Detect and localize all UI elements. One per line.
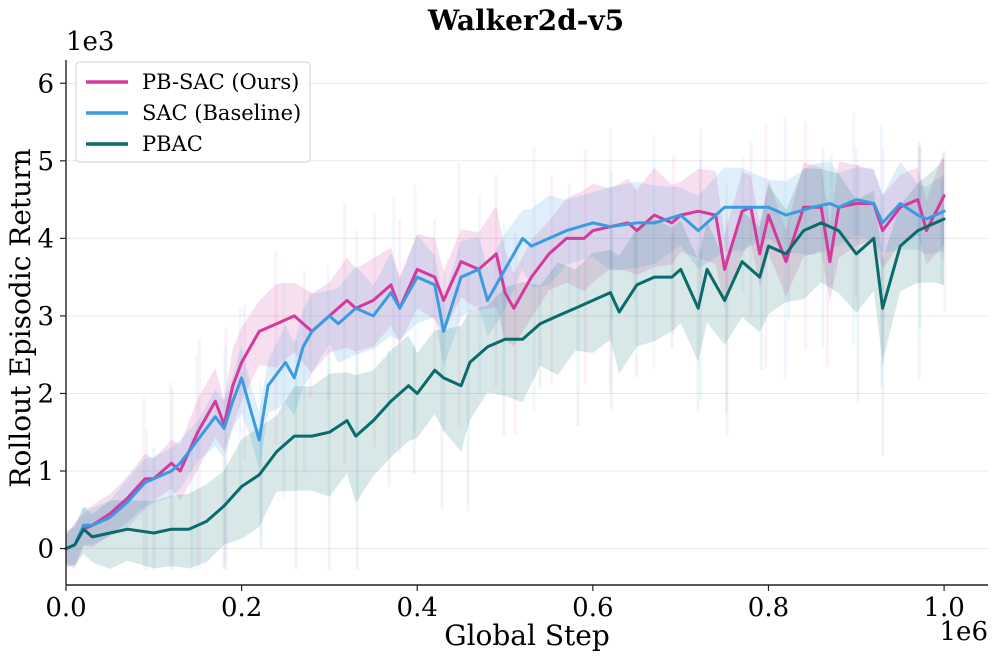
legend: PB-SAC (Ours) SAC (Baseline) PBAC: [75, 61, 311, 163]
legend-box: [75, 61, 311, 163]
y-tick-label-1: 1: [37, 457, 54, 487]
x-tick-label-0: 0.0: [45, 593, 86, 623]
legend-label-2: PBAC: [142, 132, 203, 156]
x-tick-label-2: 0.4: [397, 593, 438, 623]
y-axis-label: Rollout Episodic Return: [4, 148, 37, 487]
x-tick-label-4: 0.8: [748, 593, 789, 623]
confidence-bands: [66, 112, 947, 570]
y-tick-label-4: 4: [37, 224, 54, 254]
series-line-0: [64, 194, 946, 551]
series-lines: [64, 194, 946, 551]
x-axis-label: Global Step: [444, 619, 610, 652]
x-tick-label-3: 0.6: [572, 593, 613, 623]
x-tick-label-1: 0.2: [221, 593, 262, 623]
axes: [65, 60, 988, 586]
y-tick-label-0: 0: [37, 535, 54, 565]
y-tick-label-3: 3: [37, 302, 54, 332]
y-tick-label-2: 2: [37, 379, 54, 409]
ticks: 0.0 0.2 0.4 0.6 0.8 1.0 0 1 2 3 4 5 6: [37, 69, 964, 623]
series-line-2: [64, 217, 946, 551]
legend-label-1: SAC (Baseline): [142, 101, 301, 125]
series-line-1: [64, 198, 946, 551]
y-multiplier-label: 1e3: [66, 27, 114, 57]
band-series-0: [66, 150, 945, 570]
x-tick-label-5: 1.0: [923, 593, 964, 623]
chart-title: Walker2d-v5: [427, 4, 624, 37]
y-tick-label-6: 6: [37, 69, 54, 99]
legend-label-0: PB-SAC (Ours): [142, 70, 299, 94]
y-tick-label-5: 5: [37, 147, 54, 177]
x-multiplier-label: 1e6: [940, 617, 988, 647]
